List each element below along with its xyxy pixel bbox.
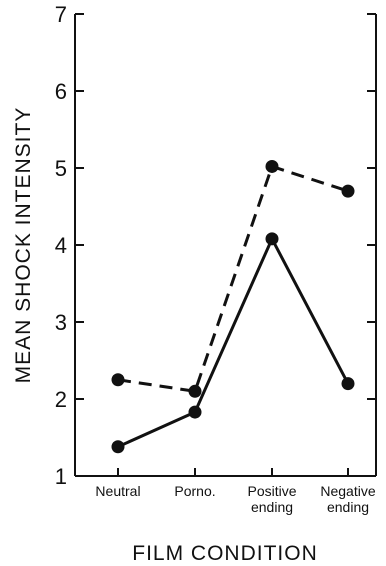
y-tick-label: 7: [55, 2, 67, 27]
y-axis-title: MEAN SHOCK INTENSITY: [12, 107, 35, 384]
data-point-solid: [111, 440, 125, 454]
plot-frame: [74, 14, 377, 477]
x-axis-title: FILM CONDITION: [132, 542, 318, 565]
x-tick-label: Positive: [247, 483, 296, 499]
y-tick-label: 4: [55, 233, 67, 258]
series-line-solid: [117, 237, 350, 449]
data-point-solid: [265, 232, 279, 246]
x-tick-label: ending: [251, 499, 293, 515]
y-tick-label: 6: [55, 79, 67, 104]
data-point-solid: [341, 377, 355, 391]
y-ticks: 1 2 3 4 5 6 7: [55, 2, 376, 489]
y-tick-label: 3: [55, 310, 67, 335]
data-point-dashed: [188, 384, 202, 398]
data-point-dashed: [265, 159, 279, 173]
x-ticks: Neutral Porno. PositiveendingNegativeendin…: [95, 468, 376, 515]
y-tick-label: 5: [55, 156, 67, 181]
data-point-solid: [188, 405, 202, 419]
x-tick-label: Neutral: [95, 483, 140, 499]
data-point-dashed: [341, 184, 355, 198]
series-layer: [111, 159, 355, 454]
data-point-dashed: [111, 373, 125, 387]
y-tick-label: 1: [55, 464, 67, 489]
x-tick-label: Negative: [320, 483, 375, 499]
x-tick-label: ending: [327, 499, 369, 515]
series-line-dashed: [117, 164, 349, 393]
x-tick-label: Porno.: [174, 483, 215, 499]
y-tick-label: 2: [55, 387, 67, 412]
